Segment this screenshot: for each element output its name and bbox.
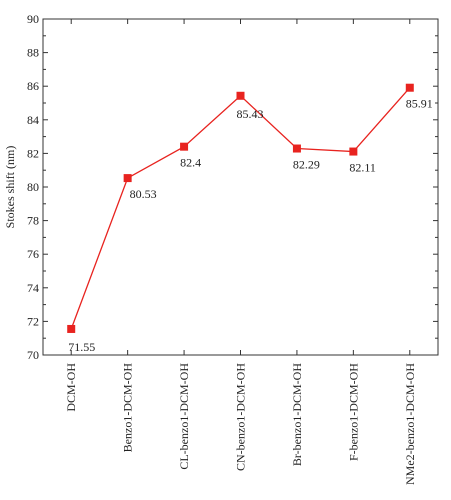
data-point (180, 142, 189, 151)
x-tick-label: DCM-OH (64, 363, 78, 412)
y-tick-label: 74 (27, 281, 39, 295)
y-tick-label: 80 (27, 180, 39, 194)
plot-frame (42, 18, 439, 356)
y-tick-label: 78 (27, 214, 39, 228)
data-label: 82.4 (180, 156, 201, 170)
data-label: 80.53 (130, 187, 157, 201)
x-tick-label: Br-benzo1-DCM-OH (290, 363, 304, 466)
data-label: 82.29 (293, 158, 320, 172)
data-label: 85.91 (406, 97, 433, 111)
y-tick-label: 88 (27, 46, 39, 60)
y-tick-label: 90 (27, 12, 39, 26)
data-point (236, 91, 245, 100)
data-label: 71.55 (68, 340, 95, 354)
data-point (349, 147, 358, 156)
data-point (67, 324, 76, 333)
data-label: 85.43 (237, 107, 264, 121)
y-tick-label: 82 (27, 146, 39, 160)
data-point (292, 144, 301, 153)
x-tick-label: NMe2-benzo1-DCM-OH (403, 363, 417, 485)
data-label: 82.11 (349, 161, 376, 175)
y-tick-label: 86 (27, 79, 39, 93)
x-tick-label: CL-benzo1-DCM-OH (177, 363, 191, 470)
y-axis-title: Stokes shift (nm) (3, 146, 17, 229)
x-tick-label: CN-benzo1-DCM-OH (234, 363, 248, 471)
data-point (405, 83, 414, 92)
x-tick-label: Benzo1-DCM-OH (121, 363, 135, 453)
x-tick-label: F-benzo1-DCM-OH (346, 363, 360, 461)
y-tick-label: 72 (27, 314, 39, 328)
y-tick-label: 76 (27, 247, 39, 261)
y-tick-label: 84 (27, 113, 39, 127)
y-tick-label: 70 (27, 348, 39, 362)
series-line (70, 87, 411, 330)
data-point (123, 174, 132, 183)
